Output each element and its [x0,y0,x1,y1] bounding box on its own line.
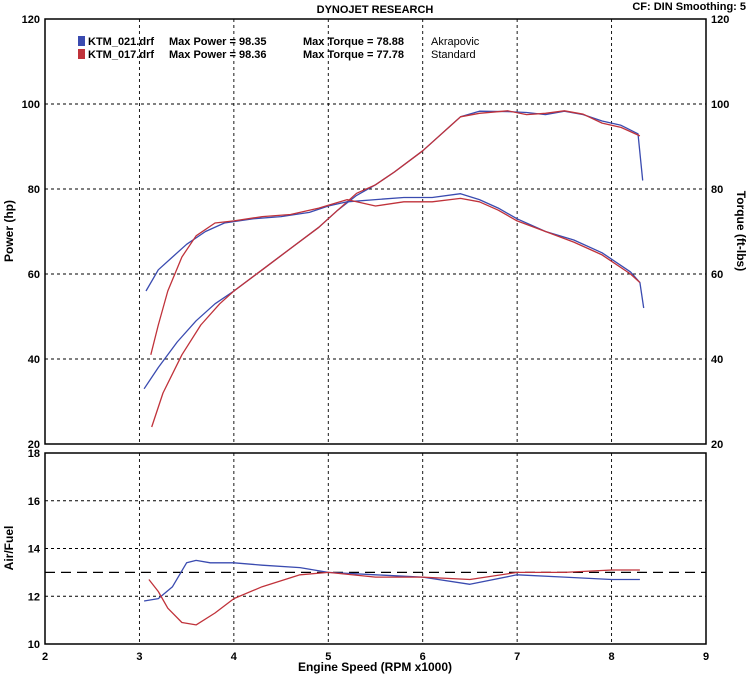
standard-torque-line [150,197,641,355]
airfuel-tick-label: 10 [28,639,40,651]
power-tick-label: 100 [22,99,40,111]
chart-title: DYNOJET RESEARCH [317,4,434,16]
airfuel-tick-label: 18 [28,448,40,460]
legend-power-1: Max Power = 98.35 [169,36,267,48]
legend-swatch-standard [78,49,85,59]
airfuel-tick-label: 12 [28,591,40,603]
x-axis-label: Engine Speed (RPM x1000) [298,660,452,674]
chart-settings: CF: DIN Smoothing: 5 [632,1,746,13]
top-series [143,110,645,428]
legend-swatch-akrapovic [78,36,85,46]
y-axis-label-airfuel: Air/Fuel [2,526,16,571]
standard-airfuel-line [148,569,640,626]
bottom-series [143,559,640,626]
rpm-tick-label: 2 [42,651,48,663]
legend-file-1: KTM_021.drf [88,36,154,48]
legend-file-2: KTM_017.drf [88,49,154,61]
legend-name-1: Akrapovic [431,36,480,48]
tick-labels: 20 20 40 40 60 60 80 80 100 100 120 120 10 12 14 16 18 2 3… [22,14,730,663]
power-tick-label: 20 [28,439,40,451]
y-axis-label-power: Power (hp) [2,200,16,262]
top-panel-frame [44,18,707,445]
rpm-tick-label: 7 [514,651,520,663]
akrapovic-airfuel-line [143,559,640,602]
torque-tick-label: 40 [711,354,723,366]
rpm-tick-label: 9 [703,651,709,663]
standard-power-line [151,110,641,428]
power-tick-label: 80 [28,184,40,196]
airfuel-tick-label: 14 [28,544,41,556]
legend-torque-1: Max Torque = 78.88 [303,36,404,48]
y-axis-label-torque: Torque (ft-lbs) [734,191,748,271]
akrapovic-torque-line [145,193,645,309]
rpm-tick-label: 3 [136,651,142,663]
legend-torque-2: Max Torque = 77.78 [303,49,404,61]
rpm-tick-label: 8 [609,651,615,663]
legend-power-2: Max Power = 98.36 [169,49,267,61]
torque-tick-label: 80 [711,184,723,196]
legend-name-2: Standard [431,49,476,61]
torque-tick-label: 20 [711,439,723,451]
torque-tick-label: 100 [711,99,729,111]
power-tick-label: 40 [28,354,40,366]
legend: KTM_021.drf Max Power = 98.35 Max Torque… [78,36,480,61]
rpm-tick-label: 5 [325,651,331,663]
rpm-tick-label: 6 [420,651,426,663]
power-tick-label: 60 [28,269,40,281]
bottom-grid [45,453,706,644]
airfuel-tick-label: 16 [28,496,40,508]
torque-tick-label: 120 [711,14,729,26]
rpm-tick-label: 4 [231,651,238,663]
power-tick-label: 120 [22,14,40,26]
torque-tick-label: 60 [711,269,723,281]
